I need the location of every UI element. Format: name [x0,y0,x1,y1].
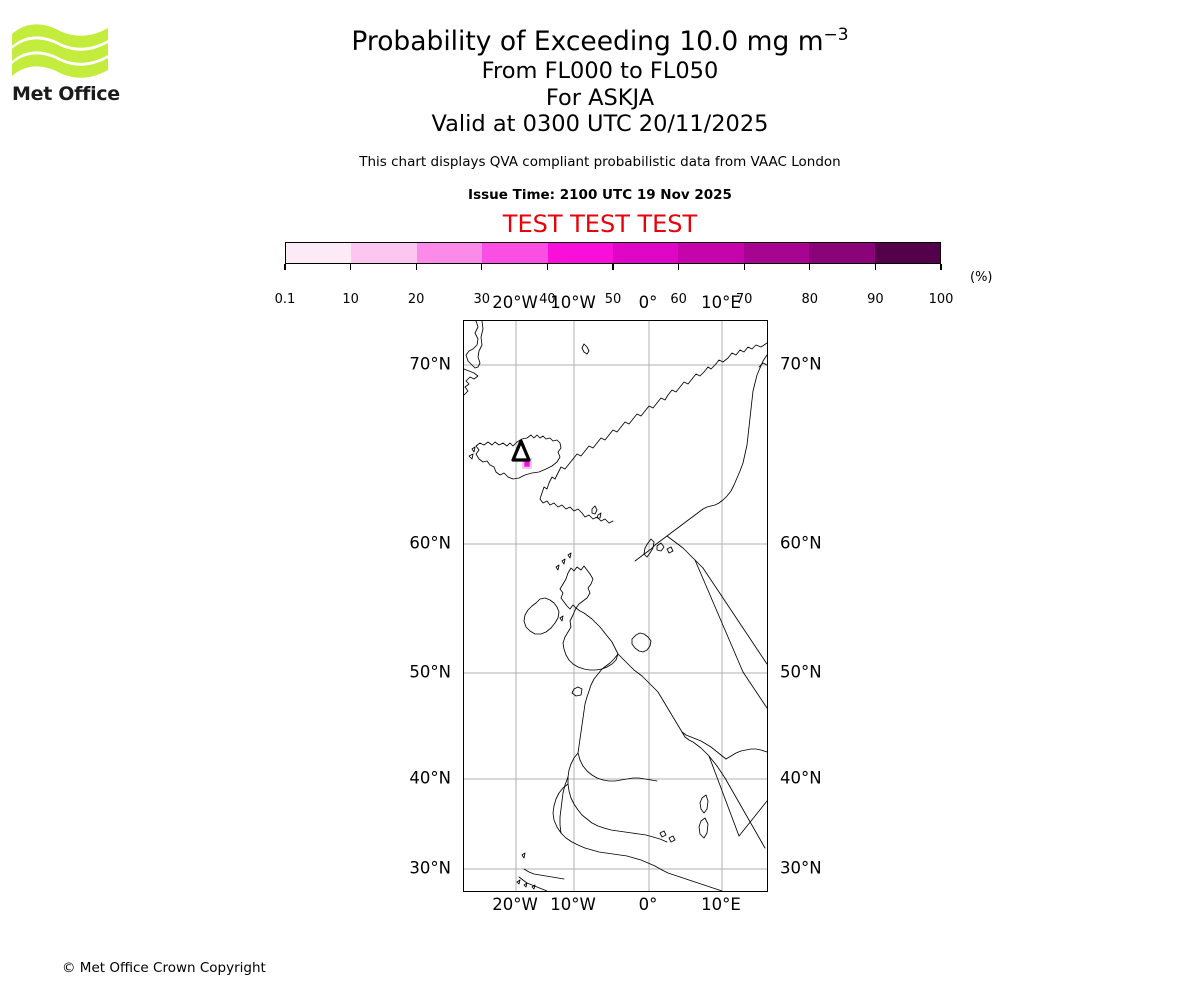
colorbar-tick-label-60: 60 [670,292,687,307]
met-office-logo: Met Office [12,24,122,114]
met-office-wave-icon [12,24,108,78]
lon-label-top-10w: 10°W [550,293,596,312]
lat-label-left-30n: 30°N [409,858,451,878]
colorbar-tick-100 [940,264,942,270]
colorbar-tick-60 [677,264,680,270]
probability-colorbar: 0.1 10 20 30 40 50 60 70 80 90 100 [275,242,953,307]
page-title-exponent: −3 [823,25,849,46]
map-canvas [464,321,767,891]
lon-label-bottom-0: 0° [638,895,658,914]
lon-label-top-10e: 10°E [701,293,741,312]
colorbar-tick-90 [874,264,877,270]
lat-label-left-40n: 40°N [409,768,451,788]
lat-label-left-60n: 60°N [409,533,451,553]
colorbar-strip [285,242,941,264]
volcano-name-line: For ASKJA [545,84,655,111]
colorbar-tick-label-20: 20 [407,292,425,307]
ash-probability-patch [522,458,532,469]
colorbar-segment-4 [547,243,614,263]
map-frame [463,320,768,892]
colorbar-segment-7 [743,243,810,263]
lon-label-top-20w: 20°W [492,293,538,312]
chart-header: Probability of Exceeding 10.0 mg m−3 Fro… [0,0,1200,238]
colorbar-tick-40 [546,264,549,270]
valid-time-line: Valid at 0300 UTC 20/11/2025 [431,111,769,137]
colorbar-tick-label-10: 10 [342,292,359,307]
flight-levels-line: From FL000 to FL050 [481,58,719,84]
lat-label-right-50n: 50°N [780,662,822,682]
map-panel: 20°W 10°W 0° 10°E 20°W 10°W 0° 10°E 70°N… [409,293,821,914]
colorbar-segment-9 [874,243,941,263]
colorbar-tick-50 [612,264,614,270]
lat-label-right-30n: 30°N [780,858,822,878]
lon-label-bottom-20w: 20°W [492,895,538,914]
lon-label-bottom-10e: 10°E [701,895,741,914]
colorbar-tick-10 [349,264,352,270]
colorbar-segment-8 [809,243,875,263]
lat-label-right-40n: 40°N [780,768,822,788]
colorbar-segment-3 [482,243,548,263]
colorbar-tick-label-30: 30 [473,292,491,307]
lat-label-left-70n: 70°N [409,354,451,374]
copyright-notice: © Met Office Crown Copyright [62,960,266,976]
colorbar-tick-80 [809,264,811,270]
colorbar-segment-1 [351,243,417,263]
lon-label-bottom-10w: 10°W [550,895,596,914]
lon-label-top-0: 0° [638,293,658,312]
colorbar-unit-label: (%) [970,270,993,285]
map-gridlines [464,321,767,891]
colorbar-tick-70 [743,264,745,270]
colorbar-segment-6 [678,243,744,263]
colorbar-segment-2 [416,243,483,263]
page-title-text: Probability of Exceeding 10.0 mg m [351,26,824,57]
colorbar-segment-5 [613,243,679,263]
qva-note: This chart displays QVA compliant probab… [359,153,841,170]
page-title: Probability of Exceeding 10.0 mg m−3 [0,26,1200,58]
colorbar-tick-label-70: 70 [735,292,753,307]
lat-label-right-70n: 70°N [780,354,822,374]
colorbar-tick-label-100: 100 [928,292,954,307]
met-office-logo-text: Met Office [12,83,120,105]
colorbar-ticks: 0.1 10 20 30 40 50 60 70 80 90 100 [275,264,953,307]
colorbar-tick-20 [415,264,417,270]
lat-label-right-60n: 60°N [780,533,822,553]
colorbar-segment-0 [286,243,352,263]
colorbar-tick-label-90: 90 [867,292,884,307]
coastlines [464,321,767,891]
askja-volcano-marker [511,439,531,462]
test-banner: TEST TEST TEST [502,209,698,238]
colorbar-tick-label-0.1: 0.1 [274,292,296,307]
lat-label-left-50n: 50°N [409,662,451,682]
colorbar-tick-30 [481,264,483,270]
colorbar-tick-label-50: 50 [604,292,622,307]
colorbar-tick-label-80: 80 [801,292,819,307]
colorbar-tick-0.1 [284,264,286,270]
issue-time: Issue Time: 2100 UTC 19 Nov 2025 [468,186,732,203]
colorbar-tick-label-40: 40 [539,292,556,307]
